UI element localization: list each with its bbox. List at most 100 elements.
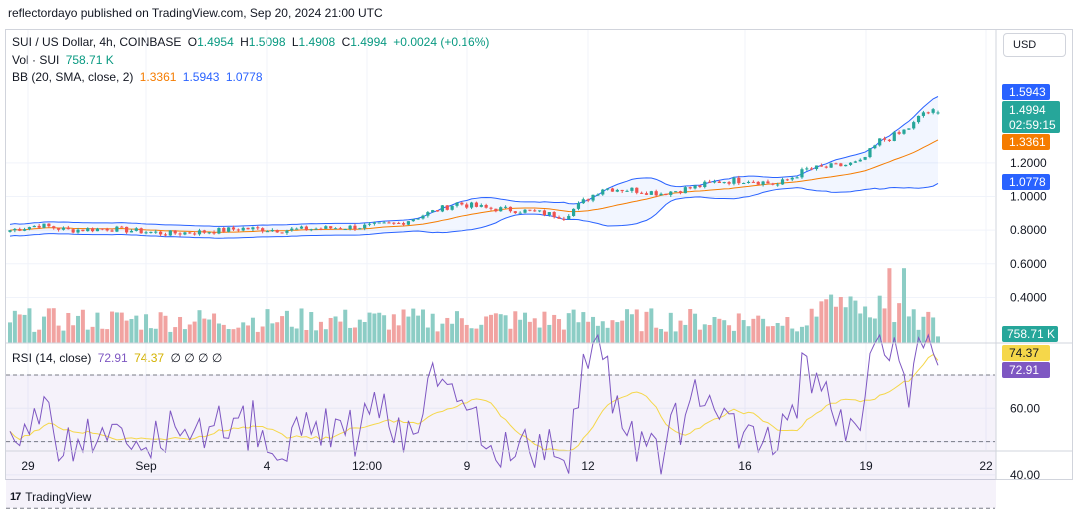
rsi-pane <box>6 333 996 509</box>
candle-body <box>397 222 401 224</box>
volume-bar <box>348 327 353 343</box>
chart-frame <box>5 29 1073 480</box>
candle-body <box>508 206 513 212</box>
volume-bar <box>780 325 785 343</box>
time-axis-label: 22 <box>979 459 993 473</box>
rsi-label[interactable]: RSI (14, close) <box>12 351 92 365</box>
candle-body <box>61 227 66 230</box>
volume-bar <box>625 309 630 343</box>
candle-body <box>897 132 901 134</box>
bb-lower-line <box>9 182 939 239</box>
volume-bar <box>411 308 416 343</box>
volume-bar <box>255 331 260 343</box>
volume-bar <box>435 331 440 343</box>
volume-bar <box>66 312 71 343</box>
volume-bar <box>833 306 838 343</box>
badge-bb-upper: 1.5943 <box>1009 85 1046 99</box>
volume-bar <box>56 325 61 343</box>
candle-body <box>499 207 503 212</box>
volume-bar <box>343 309 348 343</box>
candle-body <box>178 233 182 235</box>
candle-body <box>202 230 206 233</box>
candle-body <box>805 168 809 170</box>
volume-bar <box>605 327 610 343</box>
badge-volume-bg <box>1002 326 1058 342</box>
volume-bar <box>420 309 425 343</box>
candle-body <box>382 222 386 224</box>
volume-bar <box>838 297 843 343</box>
bb-legend: BB (20, SMA, close, 2) 1.3361 1.5943 1.0… <box>12 70 266 84</box>
candle-body <box>834 163 838 165</box>
volume-bar <box>265 309 270 343</box>
volume-bar <box>246 325 251 343</box>
candle-body <box>659 193 663 196</box>
candle-body <box>18 228 22 231</box>
time-axis-label: Sep <box>135 459 157 473</box>
volume-bar <box>212 313 217 343</box>
volume-bar <box>241 322 246 343</box>
candle-body <box>411 219 415 222</box>
volume-bar <box>892 322 897 343</box>
volume-label[interactable]: Vol · SUI <box>12 53 60 67</box>
volume-bar <box>236 327 241 343</box>
candle-body <box>236 229 240 231</box>
volume-bar <box>61 330 66 343</box>
volume-bar <box>513 311 518 343</box>
candle-body <box>95 228 100 232</box>
candle-body <box>47 223 51 227</box>
volume-bar <box>936 336 940 343</box>
candle-body <box>630 187 634 191</box>
change-value: +0.0024 (+0.16%) <box>393 35 490 49</box>
volume-bar <box>586 321 591 343</box>
candle-body <box>76 229 80 233</box>
candle-body <box>785 179 789 181</box>
volume-bar <box>702 324 707 343</box>
candle-body <box>586 199 590 201</box>
rsi-axis-label: 40.00 <box>1010 468 1040 482</box>
candle-body <box>926 112 930 114</box>
bb-label[interactable]: BB (20, SMA, close, 2) <box>12 70 134 84</box>
volume-bar <box>867 317 872 343</box>
volume-bar <box>877 295 882 343</box>
candle-body <box>261 228 265 232</box>
candle-body <box>66 227 70 230</box>
badge-bb-basis: 1.3361 <box>1009 135 1046 149</box>
candle-body <box>363 224 367 229</box>
volume-bar <box>314 330 319 343</box>
candle-body <box>795 177 799 179</box>
axes: 1.0000 1.2000 0.8000 0.6000 0.4000 60.00 40.00… <box>6 30 1072 482</box>
volume-bar <box>144 314 149 343</box>
candle-body <box>620 189 624 192</box>
candle-body <box>780 179 785 185</box>
rsi-value: 72.91 <box>97 351 128 365</box>
candle-body <box>377 222 381 224</box>
volume-bar <box>843 307 848 343</box>
volume-bar <box>299 308 304 343</box>
volume-bar <box>489 314 494 343</box>
volume-bar <box>391 314 396 343</box>
candle-body <box>581 199 585 204</box>
candle-body <box>416 218 420 220</box>
rsi-axis-label: 60.00 <box>1010 401 1040 415</box>
candle-body <box>878 138 882 146</box>
volume-bar <box>799 326 804 343</box>
volume-bar <box>814 316 819 343</box>
candle-body <box>460 202 464 205</box>
volume-bar <box>401 309 406 343</box>
volume-bar <box>226 329 231 343</box>
candle-body <box>56 228 61 230</box>
candle-body <box>766 181 770 184</box>
symbol-label[interactable]: SUI / US Dollar, 4h, COINBASE <box>12 35 182 49</box>
volume-bar <box>537 327 542 343</box>
candle-body <box>149 231 153 233</box>
volume-bar <box>173 327 178 343</box>
candle-body <box>640 192 644 194</box>
volume-bar <box>503 315 508 343</box>
volume-bar <box>250 317 255 343</box>
currency-button[interactable]: USD <box>1003 33 1066 57</box>
volume-bar <box>139 329 144 343</box>
candle-body <box>256 227 260 229</box>
candle-body <box>839 163 843 167</box>
candle-body <box>858 159 862 162</box>
